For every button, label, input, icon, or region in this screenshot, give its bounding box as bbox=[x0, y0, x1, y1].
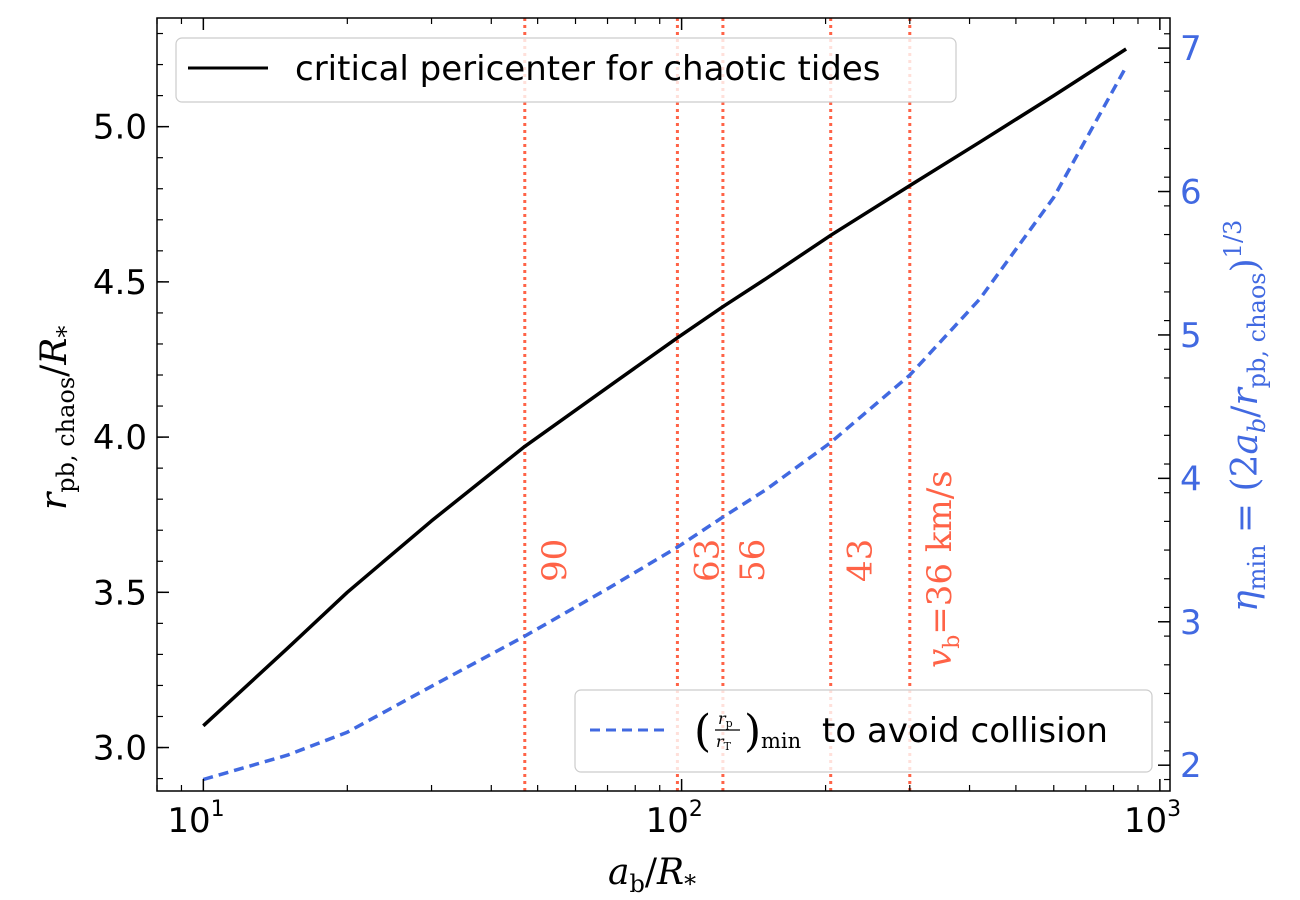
y-axis-left-label: rpb, chaos/R* bbox=[34, 326, 80, 510]
y-left-tick-label: 5.0 bbox=[93, 108, 147, 148]
legend-upper-label: critical pericenter for chaotic tides bbox=[295, 49, 881, 89]
vline-label: 56 bbox=[733, 539, 773, 582]
vline-label: 43 bbox=[841, 539, 881, 582]
vline-label: vb=36 km/s bbox=[920, 470, 965, 668]
x-axis-label: ab/R* bbox=[608, 852, 696, 898]
vline-label: 63 bbox=[687, 539, 727, 582]
series-lines bbox=[202, 47, 1128, 782]
legend-upper-box bbox=[175, 37, 957, 103]
legend-lower-math: ( rp rT ) min bbox=[694, 706, 801, 757]
y-left-tick-label: 3.5 bbox=[93, 573, 147, 613]
series-line-collision bbox=[202, 65, 1128, 782]
y-right-tick-label: 5 bbox=[1180, 316, 1202, 356]
y-axis-right-label: ηmin = (2ab/rpb, chaos)1/3 bbox=[1219, 220, 1271, 612]
y-right-tick-label: 2 bbox=[1180, 746, 1202, 786]
legend-lower-paren-right: ) bbox=[744, 706, 761, 757]
plot-area bbox=[157, 18, 1170, 791]
vline-label: 90 bbox=[535, 539, 575, 582]
y-left-tick-label: 4.0 bbox=[93, 418, 147, 458]
legend-lower: ( rp rT ) min to avoid collision bbox=[574, 689, 1153, 773]
series-line-chaotic-tides bbox=[202, 47, 1128, 728]
x-tick-label: 102 bbox=[646, 797, 703, 841]
y-right-tick-label: 3 bbox=[1180, 603, 1202, 643]
y-right-tick-label: 7 bbox=[1180, 29, 1202, 69]
legend-lower-subscript-min: min bbox=[761, 729, 801, 753]
y-right-tick-label: 6 bbox=[1180, 173, 1202, 213]
plot-frame bbox=[156, 17, 1171, 792]
legend-lower-label: to avoid collision bbox=[822, 711, 1108, 751]
y-left-tick-label: 4.5 bbox=[93, 263, 147, 303]
reference-lines: 90 63 56 43 vb=36 km/s bbox=[523, 18, 965, 791]
y-right-tick-label: 4 bbox=[1180, 459, 1202, 499]
legend-lower-paren-left: ( bbox=[694, 706, 711, 757]
legend-lower-box bbox=[574, 689, 1153, 773]
x-tick-label: 103 bbox=[1124, 797, 1181, 841]
legend-upper: critical pericenter for chaotic tides bbox=[175, 37, 957, 103]
y-left-tick-label: 3.0 bbox=[93, 729, 147, 769]
x-tick-label: 101 bbox=[167, 797, 224, 841]
